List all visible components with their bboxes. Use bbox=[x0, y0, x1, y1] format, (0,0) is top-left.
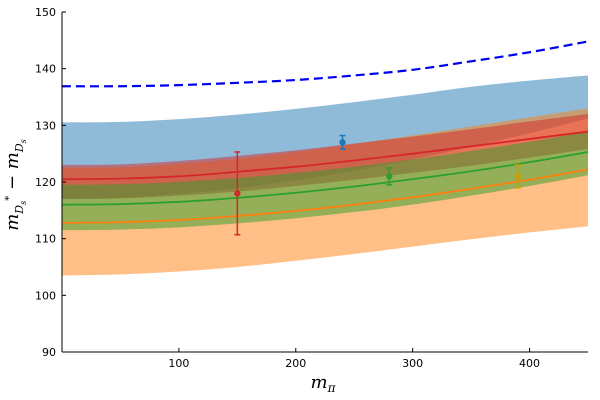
confidence-bands bbox=[62, 75, 588, 276]
series-lines bbox=[61, 40, 589, 224]
point-marker bbox=[234, 190, 241, 197]
x-tick-label: 400 bbox=[519, 357, 540, 370]
data-point-1 bbox=[339, 134, 346, 150]
y-tick-label: 110 bbox=[35, 233, 56, 246]
data-points bbox=[234, 134, 522, 236]
ticks: 90 100 110 120 130 140 150 100 200 300 400 bbox=[35, 6, 540, 370]
band-3 bbox=[62, 131, 588, 231]
y-tick-label: 100 bbox=[35, 289, 56, 302]
series-line-2 bbox=[61, 151, 589, 206]
x-tick-label: 300 bbox=[402, 357, 423, 370]
point-marker bbox=[514, 173, 522, 180]
data-point-2 bbox=[386, 167, 393, 186]
y-tick-label: 130 bbox=[35, 119, 56, 132]
y-axis-label: mDs* − mDs bbox=[2, 139, 28, 231]
series-line-3 bbox=[61, 40, 589, 88]
x-tick-label: 100 bbox=[168, 357, 189, 370]
svg-text:mDs* − mDs: mDs* − mDs bbox=[2, 139, 28, 231]
point-marker bbox=[386, 173, 393, 180]
y-tick-label: 150 bbox=[35, 6, 56, 19]
y-tick-label: 140 bbox=[35, 63, 56, 76]
series-line-1 bbox=[61, 130, 589, 181]
point-marker bbox=[339, 139, 346, 146]
series-line-0 bbox=[61, 168, 589, 224]
band-2 bbox=[62, 114, 588, 199]
data-point-3 bbox=[514, 164, 522, 189]
y-tick-label: 120 bbox=[35, 176, 56, 189]
data-point-0 bbox=[234, 151, 241, 236]
x-tick-label: 200 bbox=[285, 357, 306, 370]
x-axis-label: mπ bbox=[311, 372, 337, 395]
y-tick-label: 90 bbox=[42, 346, 56, 359]
